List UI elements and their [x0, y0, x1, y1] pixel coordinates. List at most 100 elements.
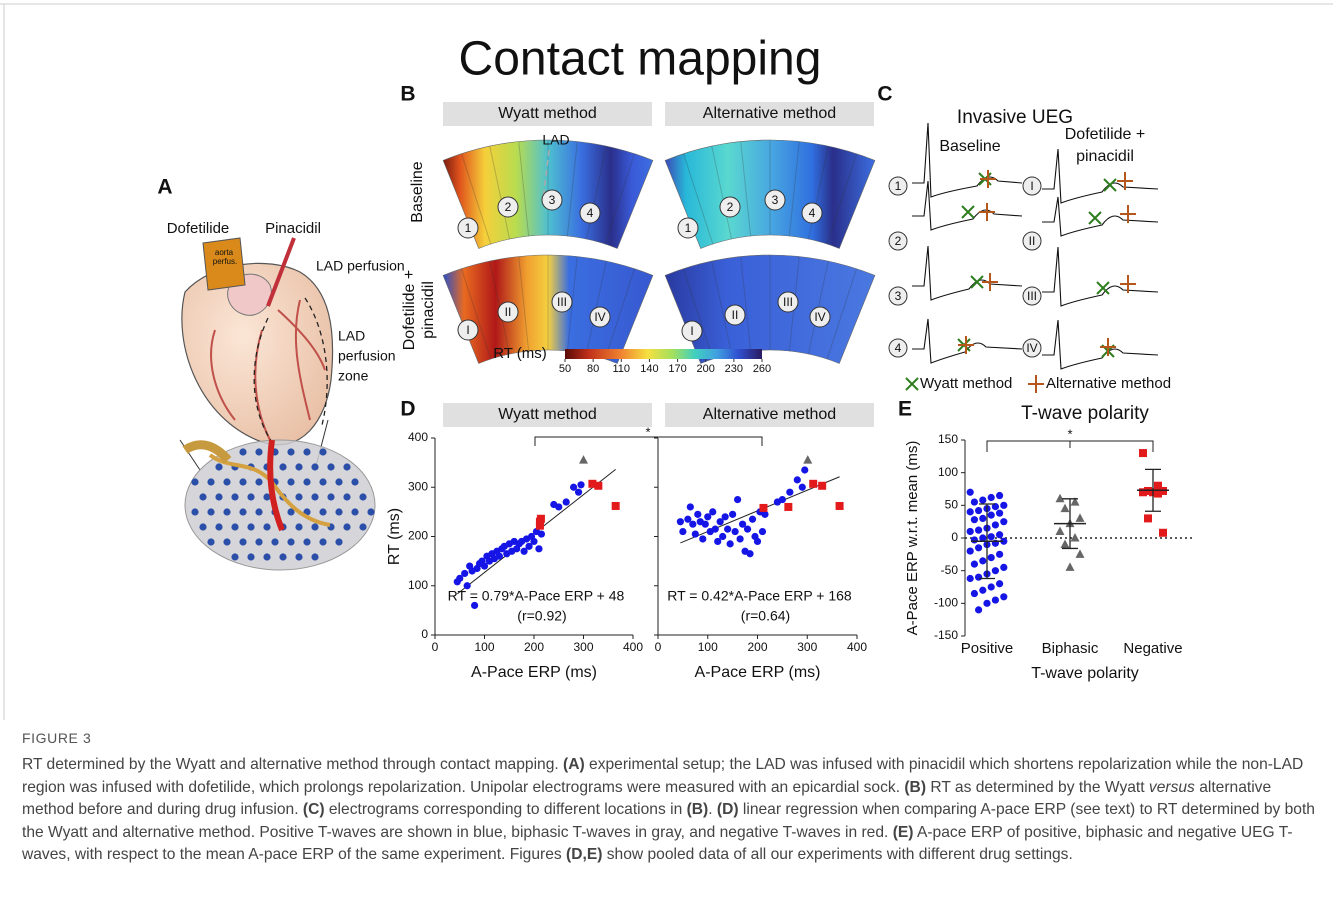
page: Figure 3 { "title": "Contact mapping", "…: [0, 0, 1333, 897]
data-point: [1066, 562, 1075, 571]
data-point: [555, 503, 562, 510]
site-label: II: [1029, 234, 1036, 248]
electrode: [231, 523, 238, 530]
site-label: 2: [895, 234, 902, 248]
electrode: [271, 538, 278, 545]
x-tick-label: 200: [524, 640, 544, 654]
data-point: [975, 507, 982, 514]
data-point: [801, 466, 808, 473]
x-tick-label: 300: [573, 640, 593, 654]
data-point: [729, 511, 736, 518]
electrode: [335, 538, 342, 545]
y-tick-label: 300: [408, 479, 428, 493]
electrode: [279, 463, 286, 470]
data-point: [996, 531, 1003, 538]
panel-title: Invasive UEG: [957, 107, 1073, 128]
electrode: [247, 523, 254, 530]
x-tick-label: 0: [655, 640, 662, 654]
site-label: IV: [594, 310, 605, 324]
electrode: [255, 478, 262, 485]
row-label: Dofetilide +: [401, 270, 418, 351]
caption-text: RT as determined by the Wyatt: [926, 779, 1149, 796]
panel-letter: B: [400, 83, 415, 106]
electrode: [327, 463, 334, 470]
data-point: [759, 528, 766, 535]
correlation: (r=0.64): [741, 608, 790, 624]
colorbar-tick-label: 170: [668, 363, 686, 375]
equation: RT = 0.79*A-Pace ERP + 48: [448, 588, 625, 604]
electrode: [199, 493, 206, 500]
electrode: [303, 448, 310, 455]
data-point: [992, 521, 999, 528]
electrode: [207, 538, 214, 545]
electrode: [311, 463, 318, 470]
site-label: IV: [814, 310, 825, 324]
data-point: [809, 480, 817, 488]
x-axis-label: A-Pace ERP (ms): [695, 664, 821, 681]
site-label: 3: [895, 289, 902, 303]
lad-zone-label: LAD: [338, 328, 365, 344]
colorbar-tick-label: 230: [725, 363, 743, 375]
figure-title: Contact mapping: [459, 33, 822, 86]
y-tick-label: 0: [951, 530, 958, 544]
site-label: II: [505, 305, 512, 319]
electrode: [223, 478, 230, 485]
electrode: [351, 478, 358, 485]
x-tick-label: Negative: [1123, 640, 1182, 657]
colorbar-tick-label: 260: [753, 363, 771, 375]
significance-label: *: [1067, 426, 1072, 441]
method-header-text: Wyatt method: [498, 406, 597, 423]
data-point: [687, 503, 694, 510]
data-point: [679, 528, 686, 535]
significance-label: *: [645, 424, 650, 439]
electrode: [207, 508, 214, 515]
data-point: [727, 540, 734, 547]
data-point: [1139, 488, 1147, 496]
electrode: [319, 478, 326, 485]
data-point: [1056, 526, 1065, 535]
data-point: [996, 551, 1003, 558]
data-point: [736, 535, 743, 542]
electrode: [335, 508, 342, 515]
cannula-label: perfus.: [213, 257, 237, 266]
site-label: 1: [685, 221, 692, 235]
electrode: [319, 448, 326, 455]
wyatt-marker: [1089, 212, 1101, 224]
y-tick-label: -150: [934, 628, 958, 642]
electrode: [319, 538, 326, 545]
data-point: [1159, 529, 1167, 537]
electrogram: [1042, 320, 1158, 369]
data-point: [988, 533, 995, 540]
column-label: pinacidil: [1076, 148, 1134, 165]
site-label: 4: [895, 341, 902, 355]
wyatt-marker: [1097, 282, 1109, 294]
colorbar-tick-label: 110: [613, 363, 631, 375]
panel-letter: C: [877, 83, 892, 106]
data-point: [537, 515, 545, 523]
drug-label: Dofetilide: [167, 220, 230, 237]
data-point: [967, 489, 974, 496]
row-label: pinacidil: [420, 281, 437, 339]
electrode: [231, 493, 238, 500]
column-label: Dofetilide +: [1065, 126, 1146, 143]
data-point: [971, 561, 978, 568]
data-point: [754, 538, 761, 545]
data-point: [983, 600, 990, 607]
data-point: [1061, 504, 1070, 512]
electrode: [215, 493, 222, 500]
data-point: [535, 545, 542, 552]
electrode: [287, 478, 294, 485]
electrode: [239, 538, 246, 545]
electrogram: [912, 246, 1022, 300]
y-axis-label: RT (ms): [386, 508, 403, 565]
data-point: [988, 554, 995, 561]
y-tick-label: 0: [421, 627, 428, 641]
lad-zone-label: perfusion: [338, 348, 396, 364]
data-point: [744, 526, 751, 533]
electrode: [351, 508, 358, 515]
electrode: [231, 553, 238, 560]
caption-text: (D,E): [566, 846, 602, 863]
data-point: [577, 481, 584, 488]
electrode: [303, 478, 310, 485]
electrode: [367, 508, 374, 515]
